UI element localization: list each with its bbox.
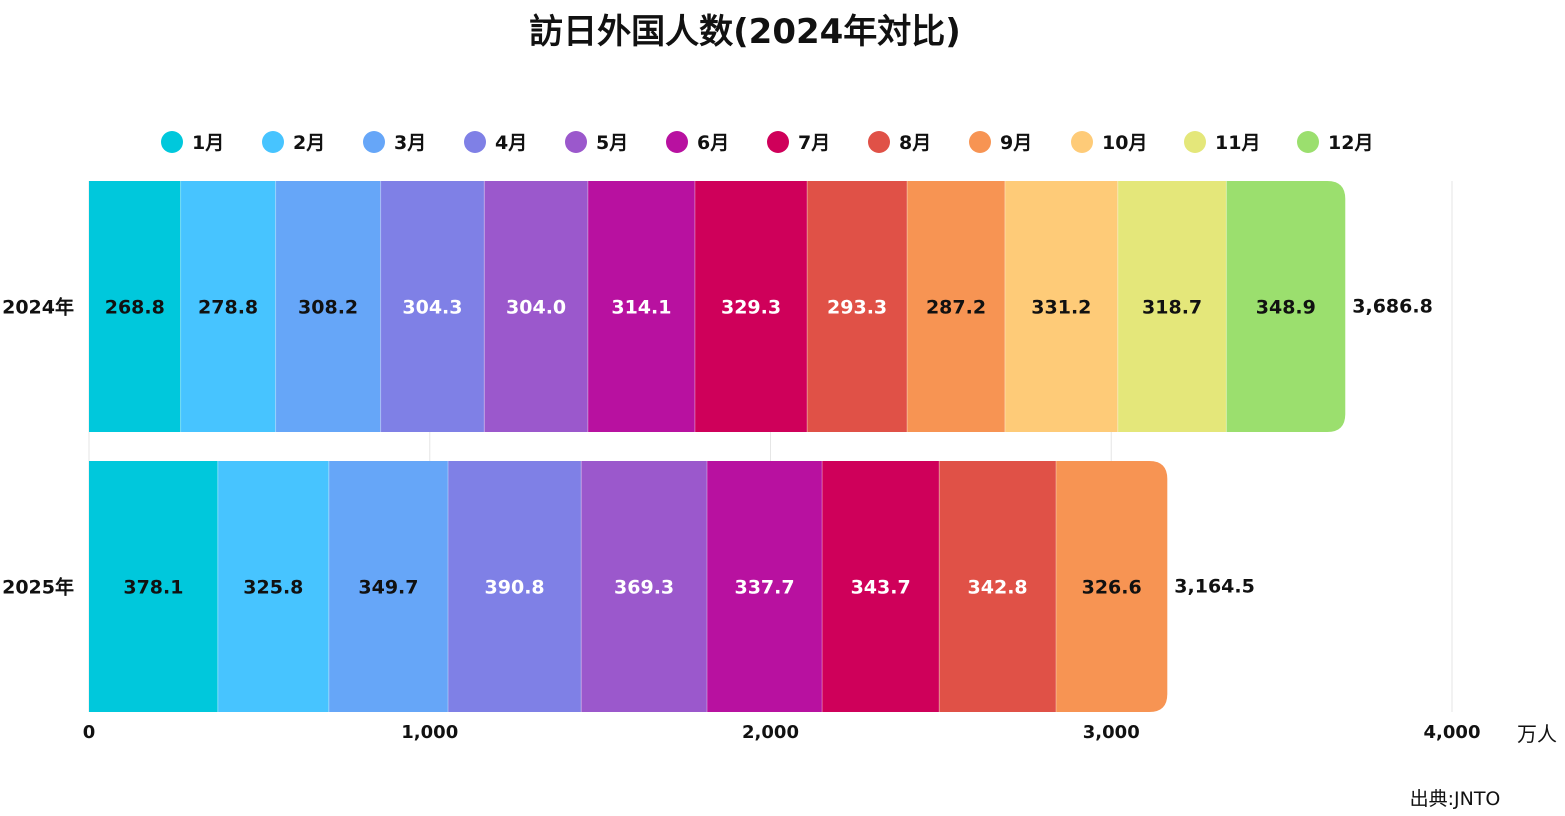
- x-tick-label: 1,000: [401, 722, 458, 743]
- bar-segment: [1226, 181, 1346, 432]
- legend-swatch: [969, 131, 991, 153]
- data-label: 369.3: [614, 577, 674, 599]
- bar-segment: [484, 181, 588, 432]
- legend-label: 9月: [1000, 132, 1032, 154]
- bar-segment: [939, 461, 1057, 712]
- x-tick-label: 4,000: [1424, 722, 1481, 743]
- legend-label: 4月: [495, 132, 527, 154]
- bar-segment: [807, 181, 908, 432]
- legend-swatch: [262, 131, 284, 153]
- legend-label: 10月: [1102, 132, 1147, 154]
- bar-segment: [1056, 461, 1168, 712]
- data-label: 349.7: [358, 577, 418, 599]
- legend-label: 12月: [1328, 132, 1373, 154]
- data-label: 348.9: [1256, 297, 1316, 319]
- legend-label: 8月: [899, 132, 931, 154]
- x-axis: 0 1,000 2,000 3,000 4,000: [83, 722, 1481, 743]
- bar-segment: [380, 181, 485, 432]
- data-label: 304.3: [402, 297, 462, 319]
- category-label: 2025年: [2, 576, 74, 599]
- legend-swatch: [868, 131, 890, 153]
- data-label: 304.0: [506, 297, 566, 319]
- legend-swatch: [565, 131, 587, 153]
- bar-segment: [217, 461, 329, 712]
- legend-swatch: [1297, 131, 1319, 153]
- category-label: 2024年: [2, 296, 74, 319]
- legend: 1月 2月 3月 4月 5月 6月 7月 8月 9月 10月 11月 12月: [161, 131, 1373, 154]
- bar-segment: [581, 461, 708, 712]
- bar-segment: [89, 181, 181, 432]
- legend-swatch: [767, 131, 789, 153]
- bar-segment: [1117, 181, 1227, 432]
- legend-swatch: [464, 131, 486, 153]
- data-label: 308.2: [298, 297, 358, 319]
- bar-segment: [707, 461, 823, 712]
- legend-label: 6月: [697, 132, 729, 154]
- data-label: 390.8: [485, 577, 545, 599]
- bar-segment: [907, 181, 1005, 432]
- data-label: 314.1: [611, 297, 671, 319]
- data-label: 325.8: [243, 577, 303, 599]
- data-label: 331.2: [1031, 297, 1091, 319]
- bar-segment: [448, 461, 582, 712]
- bars: 2024年 268.8 278.8 308.2 304.3 304.0 314.1 329.3…: [2, 181, 1433, 712]
- legend-swatch: [666, 131, 688, 153]
- bar-segment: [1004, 181, 1118, 432]
- data-label: 326.6: [1082, 577, 1142, 599]
- chart-title: 訪日外国人数(2024年対比): [529, 12, 961, 52]
- x-tick-label: 2,000: [742, 722, 799, 743]
- legend-label: 3月: [394, 132, 426, 154]
- data-label: 268.8: [105, 297, 165, 319]
- bar-segment: [822, 461, 940, 712]
- data-label: 342.8: [968, 577, 1028, 599]
- bar-segment: [587, 181, 695, 432]
- total-label: 3,686.8: [1352, 296, 1433, 318]
- data-label: 318.7: [1142, 297, 1202, 319]
- unit-label: 万人: [1517, 722, 1557, 746]
- data-label: 378.1: [123, 577, 183, 599]
- legend-swatch: [1071, 131, 1093, 153]
- legend-swatch: [1184, 131, 1206, 153]
- legend-label: 2月: [293, 132, 325, 154]
- bar-segment: [275, 181, 381, 432]
- bar-segment: [694, 181, 808, 432]
- legend-swatch: [363, 131, 385, 153]
- bar-segment: [180, 181, 276, 432]
- source-label: 出典:JNTO: [1410, 788, 1501, 810]
- bar-segment: [89, 461, 218, 712]
- legend-label: 7月: [798, 132, 830, 154]
- legend-label: 11月: [1215, 132, 1260, 154]
- bar-segment: [328, 461, 449, 712]
- legend-swatch: [161, 131, 183, 153]
- legend-label: 5月: [596, 132, 628, 154]
- x-tick-label: 0: [83, 722, 96, 743]
- data-label: 343.7: [851, 577, 911, 599]
- legend-label: 1月: [192, 132, 224, 154]
- data-label: 293.3: [827, 297, 887, 319]
- data-label: 278.8: [198, 297, 258, 319]
- total-label: 3,164.5: [1174, 576, 1255, 598]
- x-tick-label: 3,000: [1083, 722, 1140, 743]
- data-label: 287.2: [926, 297, 986, 319]
- data-label: 329.3: [721, 297, 781, 319]
- data-label: 337.7: [734, 577, 794, 599]
